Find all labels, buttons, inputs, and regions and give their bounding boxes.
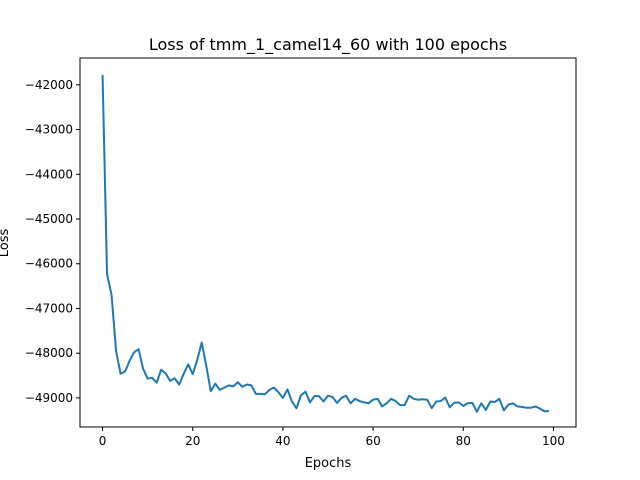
y-tick-label: −46000: [25, 257, 73, 271]
y-tick-label: −44000: [25, 167, 73, 181]
x-tick-label: 20: [185, 434, 200, 448]
x-axis-label: Epochs: [305, 456, 352, 471]
x-tick-label: 0: [99, 434, 107, 448]
x-tick-label: 80: [456, 434, 471, 448]
x-axis-ticks: 0 20 40 60 80 100: [99, 427, 565, 448]
y-tick-label: −49000: [25, 391, 73, 405]
y-axis-ticks: −49000 −48000 −47000 −46000 −45000 −44000 −430…: [25, 78, 80, 405]
x-tick-label: 100: [542, 434, 565, 448]
y-tick-label: −42000: [25, 78, 73, 92]
y-tick-label: −45000: [25, 212, 73, 226]
series-line-group: [101, 74, 550, 413]
x-tick-label: 60: [365, 434, 380, 448]
y-tick-label: −48000: [25, 346, 73, 360]
y-tick-label: −47000: [25, 301, 73, 315]
x-tick-label: 40: [275, 434, 290, 448]
plot-frame: [79, 57, 577, 428]
chart-title: Loss of tmm_1_camel14_60 with 100 epochs: [149, 35, 507, 55]
y-tick-label: −43000: [25, 123, 73, 137]
y-axis-label: Loss: [0, 229, 12, 258]
series-line-0: [101, 74, 550, 413]
